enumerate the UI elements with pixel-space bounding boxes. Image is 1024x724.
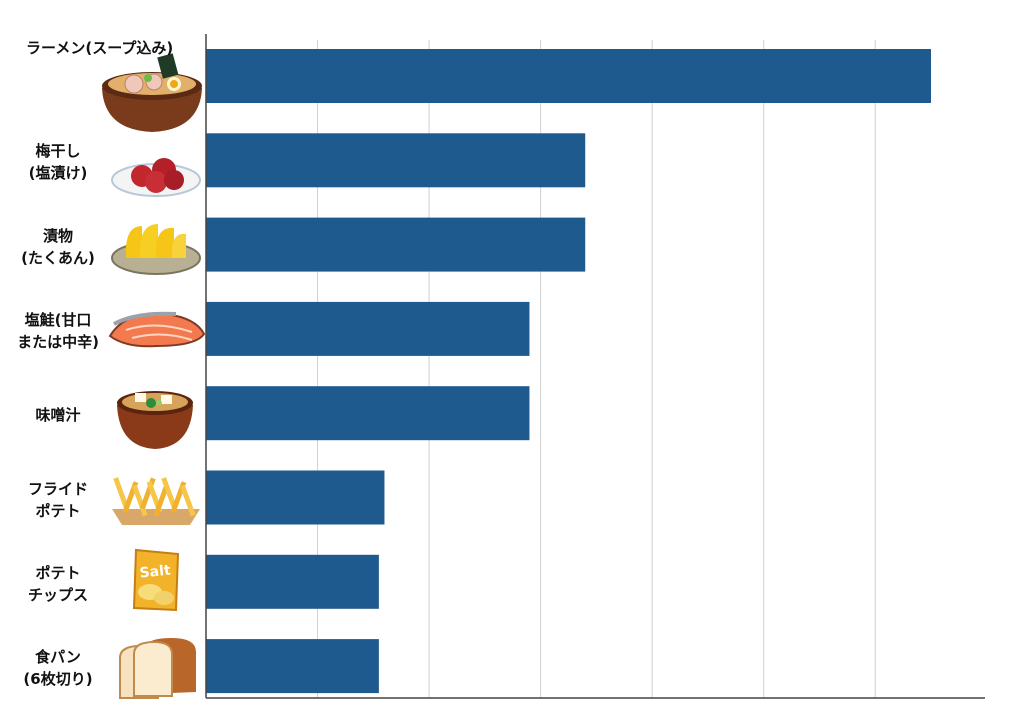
bar (206, 386, 530, 441)
salted-salmon-icon (108, 311, 206, 348)
potato-chips-bag-icon: Salt (132, 548, 180, 612)
bar (206, 470, 385, 525)
bar (206, 301, 530, 356)
category-label: ラーメン(スープ込み) (26, 39, 174, 57)
category-label: 塩鮭(甘口 または中辛) (17, 310, 99, 351)
bar (206, 554, 379, 609)
category-label: ポテト チップス (27, 563, 88, 604)
category-label: 味噌汁 (35, 406, 81, 425)
bread-loaf-icon (119, 638, 196, 699)
category-label: 漬物 (たくあん) (21, 226, 95, 267)
bar (206, 639, 379, 694)
bar (206, 217, 586, 272)
umeboshi-plate-icon (111, 158, 201, 197)
ramen-bowl-icon (102, 53, 202, 132)
bar (206, 49, 931, 103)
bar (206, 133, 586, 188)
category-label: 食パン (6枚切り) (23, 648, 93, 689)
takuan-pickles-icon (111, 224, 201, 275)
miso-soup-icon (117, 391, 193, 449)
svg-text:Salt: Salt (139, 562, 172, 581)
category-label: 梅干し (塩漬け) (28, 142, 88, 183)
french-fries-icon (112, 477, 200, 525)
category-label: フライド ポテト (27, 479, 88, 520)
